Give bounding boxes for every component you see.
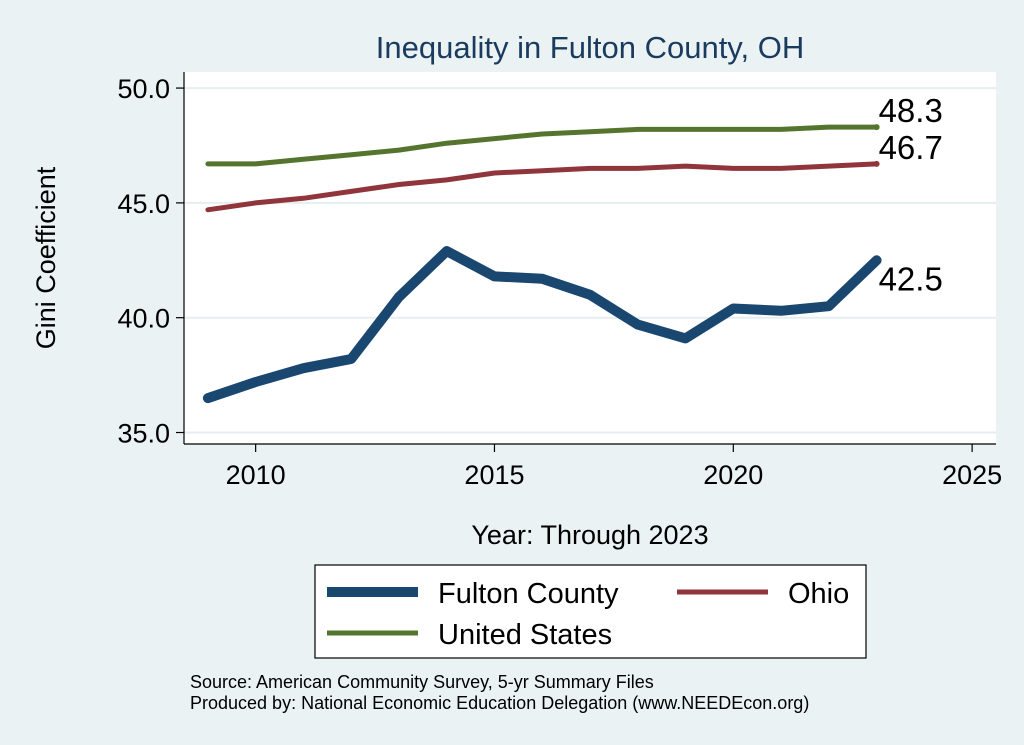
legend [314, 564, 867, 659]
y-tick-label: 35.0 [117, 419, 170, 449]
series-end-marker-ohio [873, 160, 880, 167]
y-axis-label: Gini Coefficient [31, 166, 61, 349]
series-lines [202, 124, 882, 404]
legend-label-fulton-county: Fulton County [438, 578, 619, 610]
y-ticks: 35.0 40.0 45.0 50.0 [117, 74, 184, 449]
series-end-marker-fulton-county [873, 257, 880, 264]
legend-label-united-states: United States [438, 619, 612, 651]
legend-label-ohio: Ohio [788, 578, 849, 610]
series-line-united-states [205, 124, 880, 167]
produced-by-note: Produced by: National Economic Education… [190, 693, 809, 713]
series-line-fulton-county [202, 246, 882, 404]
end-label-united-states: 48.3 [879, 92, 943, 129]
series-end-marker-united-states [873, 124, 880, 131]
x-tick-label: 2015 [464, 460, 524, 490]
end-label-fulton-county: 42.5 [879, 260, 943, 297]
gridlines [184, 87, 996, 434]
legend-item-ohio: Ohio [677, 578, 849, 610]
x-tick-label: 2010 [226, 460, 286, 490]
x-ticks: 2010 2015 2020 2025 [226, 444, 1002, 490]
x-tick-label: 2020 [703, 460, 763, 490]
legend-item-united-states: United States [327, 619, 612, 651]
x-tick-label: 2025 [942, 460, 1002, 490]
source-note: Source: American Community Survey, 5-yr … [190, 672, 654, 692]
y-tick-label: 40.0 [117, 304, 170, 334]
end-label-ohio: 46.7 [879, 129, 943, 166]
end-labels: 48.346.7 42.5 [879, 92, 943, 297]
series-line-ohio [205, 161, 880, 213]
legend-item-fulton-county: Fulton County [327, 578, 619, 610]
y-tick-label: 50.0 [117, 74, 170, 104]
x-axis-label: Year: Through 2023 [471, 520, 708, 550]
chart-title: Inequality in Fulton County, OH [376, 30, 804, 65]
y-tick-label: 45.0 [117, 189, 170, 219]
